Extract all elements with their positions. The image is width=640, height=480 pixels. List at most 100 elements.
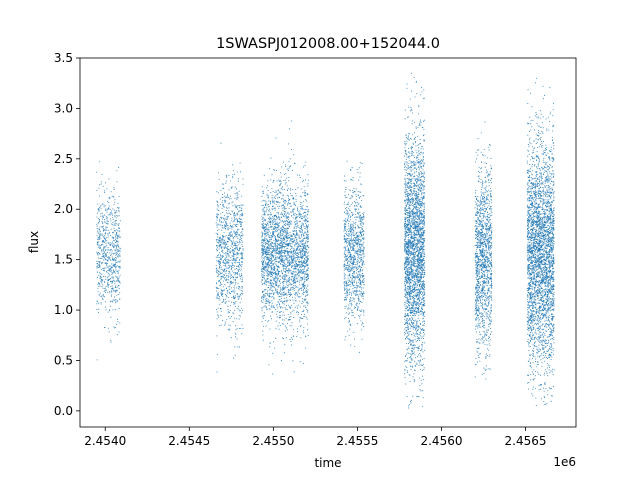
data-point xyxy=(224,228,226,230)
data-point xyxy=(272,257,274,259)
data-point xyxy=(226,253,228,255)
data-point xyxy=(270,254,273,256)
data-point xyxy=(268,200,270,202)
data-point xyxy=(354,205,356,207)
data-point xyxy=(361,324,363,326)
data-point xyxy=(261,236,263,238)
data-point xyxy=(107,266,109,269)
data-point xyxy=(289,283,291,285)
data-point xyxy=(298,237,300,239)
data-point xyxy=(361,329,363,331)
data-point xyxy=(237,253,239,255)
data-point xyxy=(291,211,293,213)
data-point xyxy=(119,253,121,255)
data-point xyxy=(111,258,114,260)
data-point xyxy=(361,294,363,296)
data-point xyxy=(357,238,360,240)
data-point xyxy=(347,294,349,297)
data-point xyxy=(288,180,290,182)
data-point xyxy=(100,205,102,207)
data-point xyxy=(227,203,229,205)
data-point xyxy=(218,270,220,273)
data-point xyxy=(303,276,305,278)
data-point xyxy=(233,220,235,222)
data-point xyxy=(219,262,222,265)
data-point xyxy=(221,230,223,232)
data-point xyxy=(110,305,112,307)
data-point xyxy=(354,306,356,308)
data-point xyxy=(223,224,225,226)
data-point xyxy=(269,271,271,273)
data-point xyxy=(280,360,283,362)
data-point xyxy=(304,295,306,298)
data-point xyxy=(266,227,268,229)
data-point xyxy=(117,246,119,248)
data-point xyxy=(357,253,359,255)
data-point xyxy=(275,226,277,229)
data-point xyxy=(293,238,295,240)
data-point xyxy=(268,195,270,197)
data-point xyxy=(295,192,297,194)
data-point xyxy=(231,225,234,227)
data-point xyxy=(217,256,219,259)
data-point xyxy=(346,255,348,257)
data-point xyxy=(285,327,287,329)
data-point xyxy=(98,274,100,276)
data-point xyxy=(299,265,301,267)
data-point xyxy=(234,305,236,308)
data-point xyxy=(287,254,289,256)
data-point xyxy=(361,309,363,311)
data-point xyxy=(226,207,228,209)
data-point xyxy=(261,265,263,267)
data-point xyxy=(279,255,281,257)
data-point xyxy=(237,268,239,271)
data-point xyxy=(261,308,263,310)
data-point xyxy=(236,232,238,234)
data-point xyxy=(233,245,235,247)
data-point xyxy=(301,224,303,226)
data-point xyxy=(105,263,107,265)
data-point xyxy=(117,202,119,204)
data-point xyxy=(108,273,110,275)
data-point xyxy=(105,205,107,207)
data-point xyxy=(230,337,232,339)
data-point xyxy=(98,264,100,266)
data-point xyxy=(362,230,364,232)
data-point xyxy=(216,250,218,252)
data-point xyxy=(289,256,291,258)
data-point xyxy=(344,211,346,213)
data-point xyxy=(296,237,298,239)
data-point xyxy=(289,245,291,247)
data-point xyxy=(113,227,115,229)
data-point xyxy=(230,220,232,222)
data-point xyxy=(224,199,226,201)
data-point xyxy=(102,298,104,300)
data-point xyxy=(101,285,103,287)
data-point xyxy=(225,235,227,237)
data-point xyxy=(295,335,297,337)
data-point xyxy=(279,259,281,261)
data-point xyxy=(224,245,226,247)
data-point xyxy=(106,219,108,221)
data-point xyxy=(242,228,244,231)
data-point xyxy=(276,269,278,271)
data-point xyxy=(274,289,277,291)
data-point xyxy=(102,227,104,229)
data-point xyxy=(231,233,233,235)
data-point xyxy=(291,247,293,249)
data-point xyxy=(356,205,358,207)
data-point xyxy=(235,276,237,279)
data-point xyxy=(350,236,353,238)
data-point xyxy=(290,235,292,237)
data-point xyxy=(217,314,219,316)
data-point xyxy=(101,263,103,265)
data-point xyxy=(109,256,111,258)
data-point xyxy=(222,262,224,264)
data-point xyxy=(298,270,300,272)
data-point xyxy=(236,207,238,209)
data-point xyxy=(109,231,111,233)
data-point xyxy=(285,270,287,272)
data-point xyxy=(239,237,241,239)
data-point xyxy=(229,311,231,314)
data-point xyxy=(297,292,299,294)
